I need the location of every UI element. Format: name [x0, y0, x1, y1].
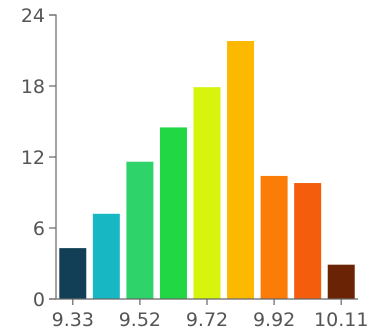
x-tick-label: 9.52 [119, 309, 161, 331]
bar [260, 175, 288, 299]
y-tick-label: 12 [21, 147, 45, 169]
y-tick-label: 6 [33, 218, 45, 240]
bar [327, 264, 355, 299]
bars-group [59, 41, 355, 300]
x-tick-label: 10.11 [314, 309, 368, 331]
x-tick-label: 9.92 [253, 309, 295, 331]
bar [294, 183, 322, 299]
y-tick-label: 0 [33, 289, 45, 311]
bar [193, 87, 221, 299]
x-tick-label: 9.33 [52, 309, 94, 331]
bar [59, 248, 87, 299]
y-tick-label: 18 [21, 76, 45, 98]
y-tick-labels: 0 6 12 18 24 [21, 5, 56, 311]
bar [92, 213, 120, 299]
x-tick-label: 9.72 [186, 309, 228, 331]
bar [227, 41, 255, 300]
bar [159, 127, 187, 300]
bar [126, 161, 154, 299]
x-tick-labels: 9.33 9.52 9.72 9.92 10.11 [52, 299, 368, 331]
y-tick-label: 24 [21, 5, 45, 27]
